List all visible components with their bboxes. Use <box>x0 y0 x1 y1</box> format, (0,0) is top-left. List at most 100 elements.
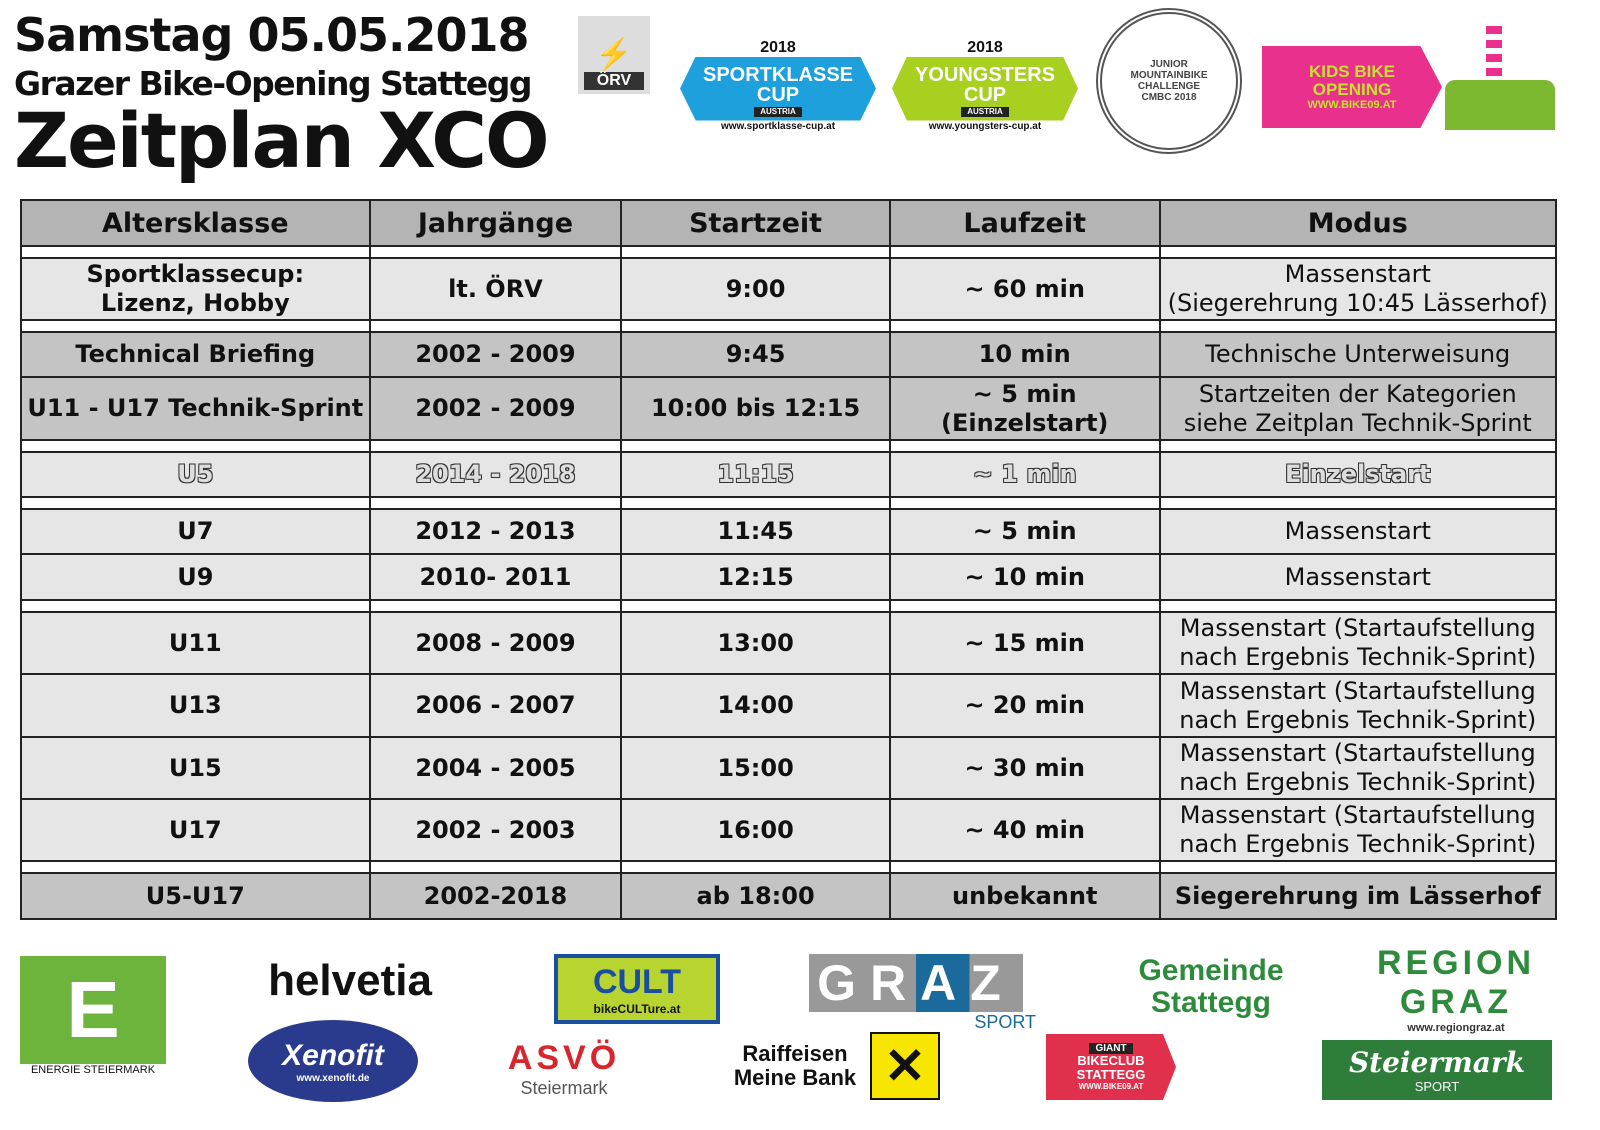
kids-bike-opening-logo: KIDS BIKE OPENING WWW.BIKE09.AT <box>1262 46 1442 128</box>
spacer-row <box>20 246 1558 258</box>
column-header: Altersklasse <box>20 199 371 247</box>
start-time-cell: 12:15 <box>620 553 891 601</box>
table-row: U15 2004 - 2005 15:00 ~ 30 min Massenstart (… <box>20 736 1558 800</box>
raiffeisen-gable-icon: ✕ <box>870 1032 940 1100</box>
age-class-cell: U15 <box>20 736 371 800</box>
start-time-cell: 14:00 <box>620 673 891 738</box>
youngsters-name: YOUNGSTERS CUP <box>914 63 1056 106</box>
kids-url: WWW.BIKE09.AT <box>1307 99 1397 111</box>
title-date: Samstag 05.05.2018 <box>14 8 529 62</box>
age-class-cell: U13 <box>20 673 371 738</box>
sportklasse-year: 2018 <box>760 38 796 56</box>
age-class-cell: U17 <box>20 798 371 862</box>
mode-cell: Siegerehrung im Lässerhof <box>1158 872 1558 920</box>
sportklasse-url: www.sportklasse-cup.at <box>720 120 836 132</box>
spacer-row <box>20 320 1558 332</box>
duration-cell: unbekannt <box>888 872 1161 920</box>
age-class-cell: U11 <box>20 611 371 675</box>
birth-years-cell: 2004 - 2005 <box>368 736 623 800</box>
duration-cell: ~ 5 min <box>888 508 1161 555</box>
mode-cell: Massenstart (Startaufstellung nach Ergeb… <box>1158 736 1558 800</box>
duration-cell: ~ 30 min <box>888 736 1161 800</box>
sponsor-url: www.regiongraz.at <box>1407 1022 1505 1034</box>
youngsters-country: AUSTRIA <box>961 106 1009 117</box>
sponsor-sub: SPORT <box>1414 1079 1460 1094</box>
mode-cell: Einzelstart <box>1158 451 1558 498</box>
duration-cell: ~ 40 min <box>888 798 1161 862</box>
table-row: Technical Briefing 2002 - 2009 9:45 10 min T… <box>20 331 1558 378</box>
age-class-cell: U11 - U17 Technik-Sprint <box>20 376 371 441</box>
sponsor-logo: GIANT BIKECLUB STATTEGG WWW.BIKE09.AT <box>1046 1034 1176 1100</box>
mode-cell: Massenstart (Startaufstellung nach Ergeb… <box>1158 673 1558 738</box>
youngsters-badge: YOUNGSTERS CUP AUSTRIA <box>892 56 1078 121</box>
sportklasse-badge: SPORTKLASSE CUP AUSTRIA <box>680 56 876 121</box>
mode-cell: Massenstart (Startaufstellung nach Ergeb… <box>1158 798 1558 862</box>
age-class-cell: Technical Briefing <box>20 331 371 378</box>
youngsters-year: 2018 <box>967 38 1003 56</box>
start-time-cell: 9:45 <box>620 331 891 378</box>
page-title: Zeitplan XCO <box>14 96 550 185</box>
sponsor-name: Raiffeisen Meine Bank <box>733 1041 857 1090</box>
duration-cell: ~ 5 min (Einzelstart) <box>888 376 1161 441</box>
table-row: U5 2014 - 2018 11:15 ~ 1 min Einzelstart <box>20 451 1558 498</box>
age-class-cell: U5-U17 <box>20 872 371 920</box>
duration-cell: 10 min <box>888 331 1161 378</box>
sportklasse-cup-logo: 2018 SPORTKLASSE CUP AUSTRIA www.sportkl… <box>678 26 878 144</box>
start-time-cell: 10:00 bis 12:15 <box>620 376 891 441</box>
age-class-cell: U5 <box>20 451 371 498</box>
mascot-tower-icon <box>1442 26 1558 130</box>
sponsor-sub: Steiermark <box>520 1078 608 1098</box>
sponsor-name: ASVÖ <box>507 1039 621 1077</box>
duration-cell: ~ 60 min <box>888 257 1161 321</box>
sponsor-url: www.xenofit.de <box>296 1072 370 1084</box>
birth-years-cell: 2002 - 2003 <box>368 798 623 862</box>
column-header: Jahrgänge <box>368 199 623 247</box>
age-class-cell: U9 <box>20 553 371 601</box>
duration-cell: ~ 15 min <box>888 611 1161 675</box>
sportklasse-country: AUSTRIA <box>754 106 802 117</box>
sponsor-name: Gemeinde Stattegg <box>1138 954 1284 1019</box>
event-name: Grazer Bike-Opening Stattegg <box>14 64 533 103</box>
sponsor-logo: E ENERGIE STEIERMARK <box>20 952 166 1080</box>
table-row: U7 2012 - 2013 11:45 ~ 5 min Massenstart <box>20 508 1558 555</box>
mode-cell: Massenstart <box>1158 508 1558 555</box>
mode-cell: Massenstart <box>1158 553 1558 601</box>
sponsor-glyph: CULT <box>592 962 682 1001</box>
sponsor-name: GRAZ <box>809 953 1023 1012</box>
sponsor-name: REGION GRAZ <box>1376 944 1536 1021</box>
birth-years-cell: 2010- 2011 <box>368 553 623 601</box>
spacer-row <box>20 497 1558 509</box>
spacer-row <box>20 440 1558 452</box>
sponsor-glyph: E <box>20 956 166 1064</box>
birth-years-cell: 2006 - 2007 <box>368 673 623 738</box>
start-time-cell: 13:00 <box>620 611 891 675</box>
orv-label: ÖRV <box>584 72 644 90</box>
sponsor-logo: ASVÖ Steiermark <box>484 1036 644 1102</box>
duration-cell: ~ 10 min <box>888 553 1161 601</box>
schedule-table: Altersklasse Jahrgänge Startzeit Laufzeit Mo… <box>20 199 1558 920</box>
start-time-cell: ab 18:00 <box>620 872 891 920</box>
table-row: U13 2006 - 2007 14:00 ~ 20 min Massenstart (… <box>20 673 1558 738</box>
column-header: Laufzeit <box>888 199 1161 247</box>
table-row: U5-U17 2002-2018 ab 18:00 unbekannt Siegereh… <box>20 872 1558 920</box>
sponsor-url: WWW.BIKE09.AT <box>1078 1082 1144 1091</box>
table-row: Sportklassecup: Lizenz, Hobby lt. ÖRV 9:00… <box>20 257 1558 321</box>
sponsor-logo: Gemeinde Stattegg <box>1106 952 1316 1022</box>
birth-years-cell: 2014 - 2018 <box>368 451 623 498</box>
mode-cell: Technische Unterweisung <box>1158 331 1558 378</box>
table-row: U17 2002 - 2003 16:00 ~ 40 min Massenstart (… <box>20 798 1558 862</box>
birth-years-cell: lt. ÖRV <box>368 257 623 321</box>
sponsor-logo: REGION GRAZ www.regiongraz.at <box>1358 944 1554 1034</box>
cmbc-logo: JUNIOR MOUNTAINBIKE CHALLENGE CMBC 2018 <box>1096 8 1242 154</box>
sponsor-logo: Xenofit www.xenofit.de <box>248 1020 418 1102</box>
column-header: Modus <box>1158 199 1558 247</box>
sponsor-name: Xenofit <box>282 1038 384 1072</box>
table-row: U11 - U17 Technik-Sprint 2002 - 2009 10:00… <box>20 376 1558 441</box>
age-class-cell: Sportklassecup: Lizenz, Hobby <box>20 257 371 321</box>
mode-cell: Massenstart (Siegerehrung 10:45 Lässerho… <box>1158 257 1558 321</box>
sponsor-name: bikeCULTure.at <box>593 1001 681 1016</box>
mode-cell: Massenstart (Startaufstellung nach Ergeb… <box>1158 611 1558 675</box>
mode-cell: Startzeiten der Kategorien siehe Zeitpla… <box>1158 376 1558 441</box>
birth-years-cell: 2002 - 2009 <box>368 376 623 441</box>
youngsters-cup-logo: 2018 YOUNGSTERS CUP AUSTRIA www.youngste… <box>890 26 1080 144</box>
